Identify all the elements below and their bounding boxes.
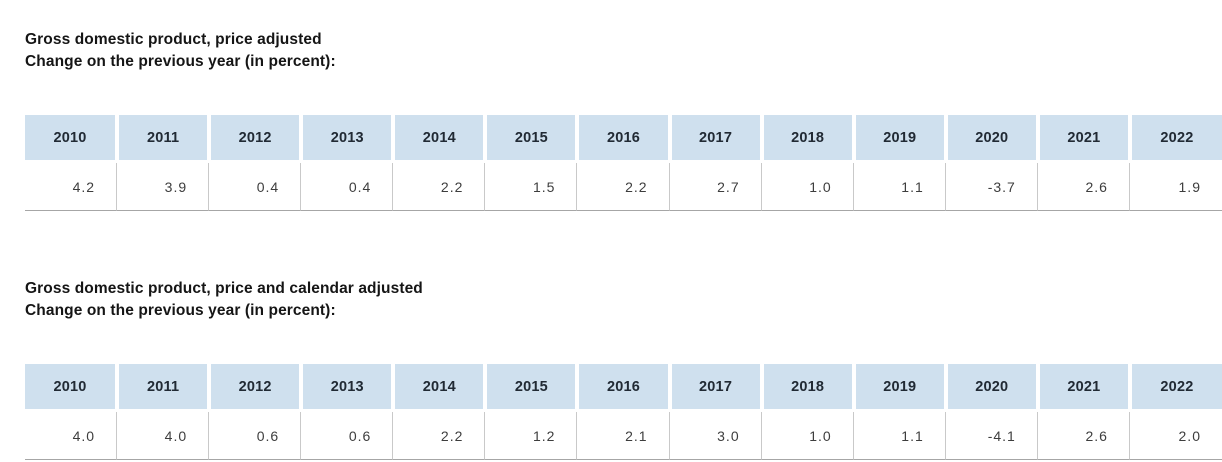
year-header-cell: 2021	[1039, 115, 1128, 160]
year-header-cell: 2017	[671, 364, 760, 409]
value-cell: 1.0	[761, 163, 854, 211]
section-title-block: Gross domestic product, price and calend…	[25, 211, 1222, 322]
year-header-cell: 2013	[303, 115, 392, 160]
value-cell: 0.6	[209, 412, 302, 460]
year-header-cell: 2017	[671, 115, 760, 160]
year-header-cell: 2014	[395, 364, 484, 409]
year-header-cell: 2014	[395, 115, 484, 160]
year-header-cell: 2015	[487, 115, 576, 160]
gdp-price-adjusted-section: Gross domestic product, price adjusted C…	[25, 0, 1222, 211]
year-header-cell: 2015	[487, 364, 576, 409]
year-header-cell: 2011	[119, 364, 208, 409]
section-title-line2: Change on the previous year (in percent)…	[25, 302, 336, 319]
year-header-cell: 2016	[579, 115, 668, 160]
year-header-cell: 2020	[947, 364, 1036, 409]
year-header-cell: 2012	[211, 364, 300, 409]
year-header-cell: 2019	[855, 364, 944, 409]
year-header-cell: 2018	[763, 115, 852, 160]
year-header-cell: 2013	[303, 364, 392, 409]
value-cell: 1.5	[485, 163, 578, 211]
year-header-cell: 2011	[119, 115, 208, 160]
value-cell: 1.1	[853, 412, 946, 460]
value-cell: 2.2	[393, 163, 486, 211]
year-header-cell: 2010	[25, 364, 116, 409]
value-cell: 4.0	[25, 412, 118, 460]
value-cell: 1.0	[761, 412, 854, 460]
value-cell: -3.7	[945, 163, 1038, 211]
year-header-cell: 2016	[579, 364, 668, 409]
value-cell: 2.6	[1037, 163, 1130, 211]
value-cell: 1.1	[853, 163, 946, 211]
year-header-cell: 2020	[947, 115, 1036, 160]
value-cell: 4.0	[117, 412, 210, 460]
value-cell: 0.6	[301, 412, 394, 460]
section-title-line2: Change on the previous year (in percent)…	[25, 53, 336, 70]
year-header-cell: 2012	[211, 115, 300, 160]
year-header-cell: 2022	[1131, 115, 1222, 160]
year-header-cell: 2019	[855, 115, 944, 160]
year-header-cell: 2018	[763, 364, 852, 409]
value-cell: 2.2	[393, 412, 486, 460]
value-cell: -4.1	[945, 412, 1038, 460]
section-title-line1: Gross domestic product, price and calend…	[25, 280, 423, 297]
section-title-line1: Gross domestic product, price adjusted	[25, 31, 322, 48]
value-cell: 0.4	[209, 163, 302, 211]
value-cell: 1.2	[485, 412, 578, 460]
value-cell: 1.9	[1129, 163, 1222, 211]
gdp-price-calendar-adjusted-section: Gross domestic product, price and calend…	[25, 211, 1222, 460]
gdp-price-adjusted-table: 2010 2011 2012 2013 2014 2015 2016 2017 2018 2019…	[25, 115, 1222, 211]
value-cell: 2.1	[577, 412, 670, 460]
year-header-cell: 2010	[25, 115, 116, 160]
year-header-cell: 2022	[1131, 364, 1222, 409]
year-header-cell: 2021	[1039, 364, 1128, 409]
value-cell: 2.6	[1037, 412, 1130, 460]
value-cell: 0.4	[301, 163, 394, 211]
value-cell: 3.9	[117, 163, 210, 211]
value-cell: 2.0	[1129, 412, 1222, 460]
gdp-price-calendar-adjusted-table: 2010 2011 2012 2013 2014 2015 2016 2017 2018 2019…	[25, 364, 1222, 460]
value-cell: 3.0	[669, 412, 762, 460]
value-cell: 2.2	[577, 163, 670, 211]
value-cell: 2.7	[669, 163, 762, 211]
value-cell: 4.2	[25, 163, 118, 211]
section-title-block: Gross domestic product, price adjusted C…	[25, 0, 1222, 73]
